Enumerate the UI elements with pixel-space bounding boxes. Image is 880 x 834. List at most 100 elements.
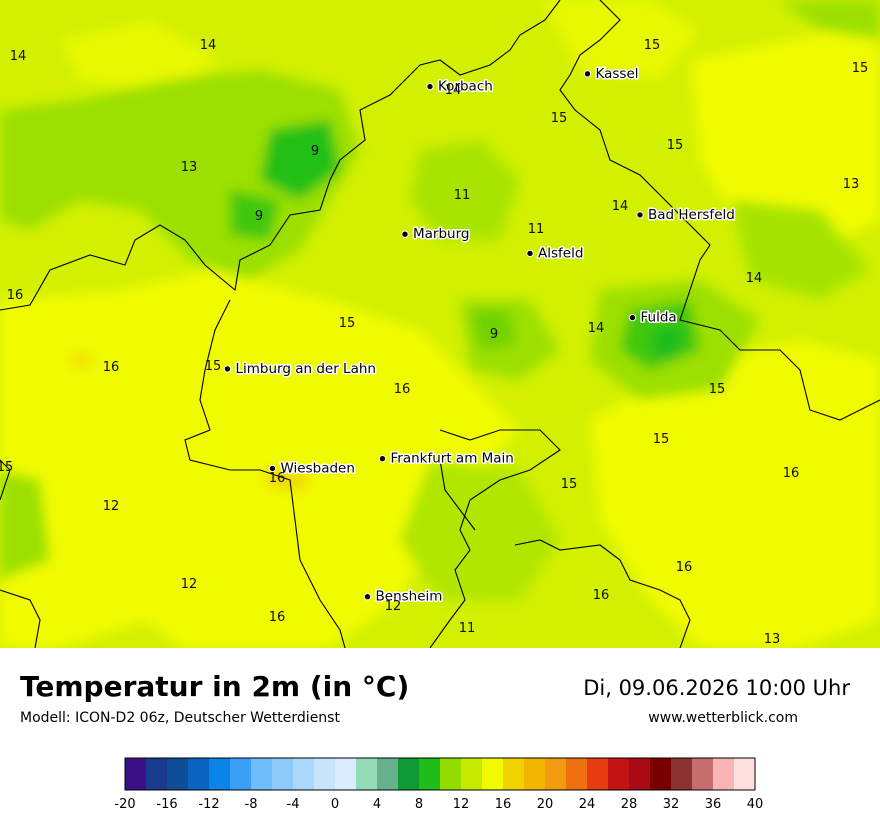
city-label: Limburg an der Lahn [236, 361, 376, 377]
city-label: Korbach [438, 79, 493, 95]
temperature-value: 15 [709, 382, 726, 397]
legend-swatch [335, 758, 357, 790]
temperature-value: 13 [843, 177, 860, 192]
temperature-value: 15 [667, 138, 684, 153]
city-label: Alsfeld [538, 245, 583, 261]
temperature-value: 16 [103, 360, 120, 375]
legend-swatch [356, 758, 378, 790]
city-label: Bad Hersfeld [648, 207, 735, 223]
temperature-value: 15 [653, 432, 670, 447]
temperature-value: 15 [644, 38, 661, 53]
city-marker [526, 249, 534, 258]
map-canvas: Kassel Korbach Bad Hersfeld Marburg Alsfeld F… [0, 0, 880, 648]
city-marker [401, 230, 409, 238]
temperature-value: 13 [764, 632, 781, 647]
legend-tick-label: 32 [663, 797, 680, 812]
temperature-value: 13 [181, 160, 198, 175]
legend-swatch [587, 758, 609, 790]
temperature-values: 14 14 14 15 15 15 13 9 9 11 11 14 15 13 16 15 9 14 14 16 15 1… [0, 38, 868, 647]
legend-swatch [503, 758, 525, 790]
legend-tick-label: 20 [537, 797, 554, 812]
legend-swatch [440, 758, 462, 790]
temperature-value: 16 [676, 560, 693, 575]
legend-tick-label: 12 [453, 797, 470, 812]
temperature-value: 14 [588, 321, 605, 336]
temperature-value: 9 [311, 144, 319, 159]
legend-tick-label: 24 [579, 797, 596, 812]
legend-tick-label: 8 [415, 797, 423, 812]
temperature-value: 15 [561, 477, 578, 492]
temperature-value: 11 [528, 222, 545, 237]
legend-swatch [125, 758, 147, 790]
legend-swatch [713, 758, 735, 790]
city-label: Wiesbaden [281, 460, 355, 476]
temperature-value: 15 [852, 61, 869, 76]
chart-title: Temperatur in 2m (in °C) [20, 670, 410, 703]
legend-swatch [377, 758, 399, 790]
legend-swatch [545, 758, 567, 790]
legend-swatch [419, 758, 441, 790]
temperature-value: 12 [103, 499, 120, 514]
temperature-value: 16 [269, 471, 286, 486]
legend-tick-label: 36 [705, 797, 722, 812]
temperature-value: 12 [181, 577, 198, 592]
temperature-value: 15 [551, 111, 568, 126]
legend-tick-label: 40 [747, 797, 764, 812]
legend-swatch [734, 758, 756, 790]
legend-swatch [251, 758, 273, 790]
forecast-datetime: Di, 09.06.2026 10:00 Uhr [583, 676, 850, 700]
temperature-value: 16 [783, 466, 800, 481]
city-marker [223, 365, 232, 373]
legend-tick-label: -16 [156, 797, 177, 812]
legend-swatch [230, 758, 252, 790]
legend-swatch [650, 758, 672, 790]
legend-swatch [188, 758, 210, 790]
temperature-value: 15 [339, 316, 356, 331]
city-marker [363, 593, 372, 601]
legend-tick-label: -4 [287, 797, 300, 812]
temperature-value: 16 [593, 588, 610, 603]
city-marker [268, 464, 277, 473]
city-label: Kassel [596, 66, 639, 82]
legend-swatch [314, 758, 336, 790]
city-markers: Kassel Korbach Bad Hersfeld Marburg Alsfeld F… [223, 64, 736, 606]
legend-tick-label: 28 [621, 797, 638, 812]
temperature-value: 9 [490, 327, 498, 342]
state-borders [0, 0, 880, 648]
temperature-value: 16 [269, 610, 286, 625]
legend-swatch [461, 758, 483, 790]
legend-tick-label: 16 [495, 797, 512, 812]
legend-swatch [566, 758, 588, 790]
city-marker [583, 70, 592, 78]
city-label: Fulda [641, 310, 677, 326]
temperature-map: Kassel Korbach Bad Hersfeld Marburg Alsfeld F… [0, 0, 880, 648]
legend-swatch [209, 758, 231, 790]
temperature-value: 16 [7, 288, 24, 303]
legend-tick-label: -8 [245, 797, 258, 812]
city-label: Frankfurt am Main [391, 451, 514, 467]
legend-swatch [629, 758, 651, 790]
city-marker [378, 455, 387, 463]
website-link[interactable]: www.wetterblick.com [648, 710, 798, 726]
temperature-value: 16 [394, 382, 411, 397]
legend-swatch [608, 758, 630, 790]
temperature-value: 14 [445, 83, 462, 98]
city-marker [426, 82, 434, 91]
temperature-value: 15 [205, 359, 222, 374]
city-label: Bensheim [376, 589, 443, 605]
legend-swatch [524, 758, 546, 790]
temperature-value: 14 [10, 49, 27, 64]
city-label: Marburg [413, 226, 469, 242]
city-marker [636, 211, 644, 219]
temperature-value: 12 [385, 599, 402, 614]
legend-tick-label: -20 [114, 797, 135, 812]
legend-swatch [692, 758, 714, 790]
temperature-value: 9 [255, 209, 263, 224]
legend-tick-label: 0 [331, 797, 339, 812]
legend-swatch [398, 758, 420, 790]
legend-frame [124, 757, 756, 791]
temperature-value: 14 [746, 271, 763, 286]
temperature-field [0, 0, 880, 648]
temperature-value: 14 [200, 38, 217, 53]
city-marker [628, 313, 637, 322]
